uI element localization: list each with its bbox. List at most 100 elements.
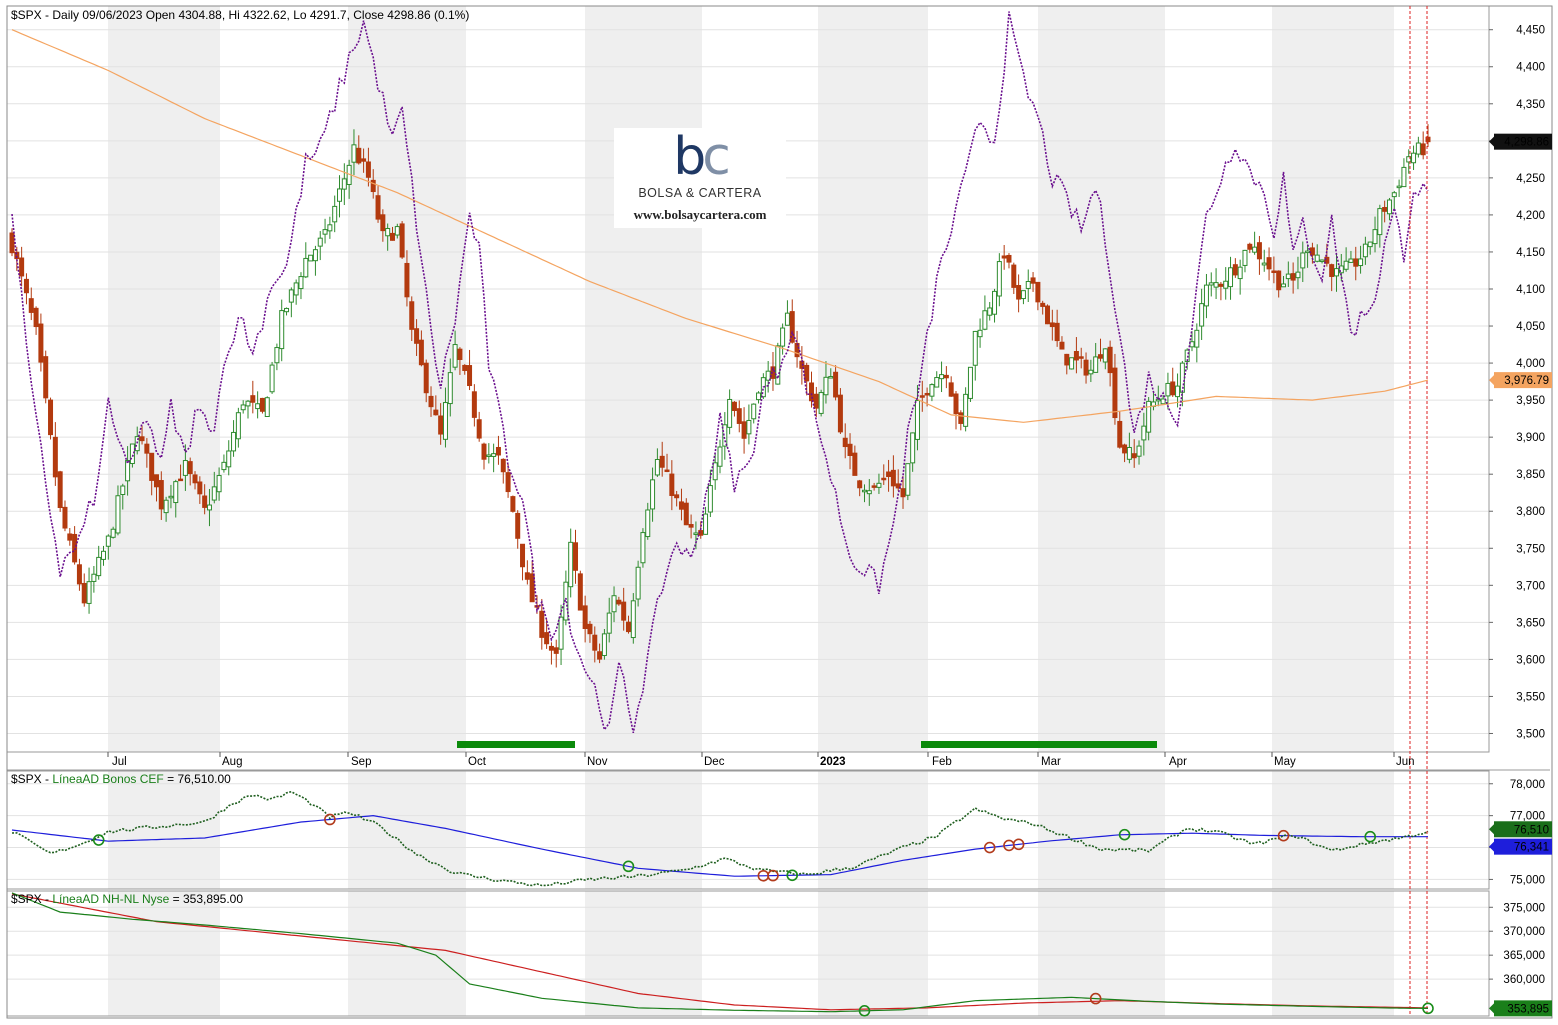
candle — [389, 226, 395, 241]
candle-body — [1040, 302, 1046, 307]
candle — [592, 626, 598, 663]
bonos-last-label-text: 76,510 — [1514, 824, 1549, 836]
candle — [852, 445, 858, 476]
candle — [433, 395, 439, 416]
candle — [645, 502, 651, 540]
candle-body — [1194, 329, 1200, 348]
candle — [756, 391, 762, 404]
candle — [727, 389, 733, 435]
candle-body — [1165, 382, 1171, 397]
candle-body — [688, 524, 694, 528]
candle — [139, 425, 145, 445]
candle — [905, 463, 911, 501]
candle-body — [544, 632, 550, 645]
candle-body — [337, 188, 343, 202]
candle-body — [1083, 359, 1089, 376]
candle — [794, 330, 800, 368]
bonos-last-label-pointer — [1489, 824, 1494, 835]
candle — [1377, 204, 1383, 248]
candle-body — [1025, 280, 1031, 289]
candle — [284, 307, 290, 316]
candle — [1203, 273, 1209, 319]
bonos-last-label: 76,510 — [1489, 821, 1552, 838]
candle — [19, 246, 25, 287]
candle-body — [746, 419, 752, 435]
candle — [231, 420, 237, 457]
candle-body — [707, 485, 713, 513]
candle — [1006, 253, 1012, 269]
candle — [1025, 269, 1031, 302]
candle — [62, 500, 68, 532]
candle — [1362, 236, 1368, 265]
candle-body — [428, 395, 434, 408]
candle — [900, 476, 906, 509]
candle — [813, 386, 819, 418]
candle — [1069, 357, 1075, 370]
candle-body — [1319, 259, 1325, 263]
candle — [1281, 276, 1287, 288]
candle-body — [1107, 346, 1113, 374]
candle — [712, 453, 718, 490]
price-tick-label: 4,150 — [1516, 247, 1545, 259]
candle-body — [900, 488, 906, 498]
candle — [1126, 432, 1132, 464]
candle — [226, 440, 232, 476]
candle-body — [717, 446, 723, 467]
candle — [669, 460, 675, 511]
bonos-ma-label-pointer — [1489, 841, 1494, 852]
candle — [206, 488, 212, 527]
candle-body — [1382, 207, 1388, 212]
month-shade-band — [108, 891, 220, 1016]
candle-body — [1261, 262, 1267, 266]
candle-body — [813, 393, 819, 409]
candle-body — [380, 214, 386, 232]
candle — [568, 528, 574, 598]
candle-body — [317, 237, 323, 247]
price-tick-label: 3,850 — [1516, 469, 1545, 481]
price-tick-label: 3,550 — [1516, 691, 1545, 703]
candle-body — [67, 533, 73, 541]
candle — [780, 323, 786, 355]
candle-body — [1213, 282, 1219, 288]
candle-body — [495, 446, 501, 456]
candle — [86, 567, 92, 614]
candle-body — [279, 310, 285, 350]
month-shade-band — [348, 6, 466, 752]
candle-body — [1001, 255, 1007, 259]
price-tick-label: 4,000 — [1516, 358, 1545, 370]
candle-body — [1054, 322, 1060, 342]
candle-body — [226, 450, 232, 468]
month-label: Mar — [1041, 756, 1061, 768]
candle — [683, 498, 689, 526]
candle — [259, 397, 265, 414]
candle — [467, 349, 473, 391]
candle — [1122, 443, 1128, 463]
candle-body — [341, 178, 347, 190]
candle — [192, 471, 198, 490]
candle-body — [1117, 420, 1123, 448]
candle-body — [139, 436, 145, 442]
month-label: May — [1274, 756, 1296, 768]
candle — [1411, 145, 1417, 170]
candle — [837, 388, 843, 434]
candle-body — [804, 364, 810, 382]
candle — [866, 479, 872, 506]
candle-body — [881, 477, 887, 481]
candle — [1256, 235, 1262, 275]
candle — [1054, 309, 1060, 347]
candle — [1107, 340, 1113, 387]
candle — [621, 587, 627, 631]
candle — [1208, 272, 1214, 297]
candle-body — [447, 372, 453, 405]
candle-body — [1401, 166, 1407, 188]
candle — [361, 148, 367, 173]
candle — [409, 296, 415, 341]
candle-body — [1411, 152, 1417, 164]
candle-body — [1386, 199, 1392, 215]
candle-body — [958, 412, 964, 424]
candle-body — [91, 573, 97, 582]
candle-body — [81, 582, 87, 604]
candle-body — [1247, 243, 1253, 250]
candle — [1078, 347, 1084, 369]
